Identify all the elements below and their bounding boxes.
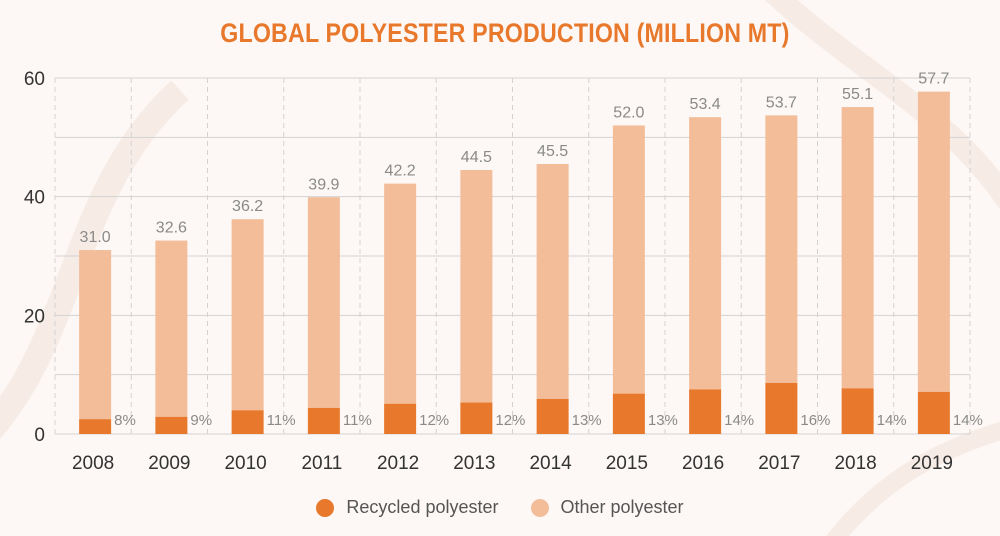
bar-other-polyester <box>460 169 493 403</box>
bar-recycled-polyester <box>841 388 874 434</box>
bar-other-polyester <box>612 125 645 394</box>
chart-title: GLOBAL POLYESTER PRODUCTION (MILLION MT) <box>220 18 790 48</box>
total-value-label: 36.2 <box>232 198 263 215</box>
grid-layer <box>54 77 971 435</box>
bar-recycled-polyester <box>79 419 112 434</box>
swirl-stroke-3 <box>826 421 1000 536</box>
bar-other-polyester <box>689 117 722 390</box>
total-value-label: 52.0 <box>613 104 644 121</box>
recycled-share-label: 12% <box>495 412 525 429</box>
total-value-label: 55.1 <box>842 86 873 103</box>
recycled-share-label: 14% <box>953 412 983 429</box>
total-value-label: 53.4 <box>690 96 721 113</box>
y-tick-label: 60 <box>24 69 45 90</box>
recycled-share-label: 11% <box>267 412 296 429</box>
total-value-label: 42.2 <box>385 163 416 180</box>
bar-recycled-polyester <box>460 402 493 434</box>
x-tick-label: 2011 <box>301 453 342 474</box>
total-value-label: 39.9 <box>308 176 339 193</box>
legend-label-other: Other polyester <box>560 497 684 517</box>
x-tick-label: 2009 <box>148 453 190 474</box>
recycled-share-label: 11% <box>343 412 372 429</box>
y-tick-label: 20 <box>24 306 45 327</box>
x-tick-label: 2014 <box>529 453 572 474</box>
total-value-label: 57.7 <box>918 71 949 88</box>
bar-recycled-polyester <box>155 416 188 434</box>
legend-item-other: Other polyester <box>530 497 684 518</box>
x-tick-label: 2008 <box>72 453 114 474</box>
bar-other-polyester <box>765 115 798 383</box>
bar-other-polyester <box>155 240 188 417</box>
recycled-share-label: 13% <box>648 412 678 429</box>
bar-other-polyester <box>231 219 264 411</box>
y-tick-label: 0 <box>34 425 45 446</box>
total-value-label: 31.0 <box>80 229 111 246</box>
bar-recycled-polyester <box>765 382 798 434</box>
total-value-label: 45.5 <box>537 143 568 160</box>
bar-recycled-polyester <box>231 410 264 434</box>
bar-recycled-polyester <box>612 393 645 434</box>
bar-layer <box>79 91 950 434</box>
bar-recycled-polyester <box>536 398 569 434</box>
legend-swatch-recycled <box>316 498 335 517</box>
legend-item-recycled: Recycled polyester <box>316 497 499 518</box>
x-tick-label: 2013 <box>453 453 495 474</box>
bar-other-polyester <box>917 91 950 392</box>
recycled-share-label: 16% <box>800 412 830 429</box>
x-tick-label: 2017 <box>758 453 800 474</box>
bar-other-polyester <box>536 164 569 399</box>
bar-other-polyester <box>841 107 874 389</box>
bar-recycled-polyester <box>384 403 417 434</box>
recycled-share-label: 9% <box>190 412 212 429</box>
x-tick-label: 2010 <box>224 453 266 474</box>
x-tick-label: 2015 <box>606 453 648 474</box>
legend-swatch-other <box>530 498 549 517</box>
bar-recycled-polyester <box>917 391 950 434</box>
x-tick-label: 2018 <box>834 453 876 474</box>
recycled-share-label: 12% <box>419 412 449 429</box>
x-tick-label: 2012 <box>377 453 419 474</box>
bar-other-polyester <box>384 183 417 404</box>
bar-other-polyester <box>307 197 340 408</box>
bar-recycled-polyester <box>689 389 722 434</box>
y-tick-label: 40 <box>24 188 45 209</box>
x-tick-label: 2019 <box>911 453 953 474</box>
total-value-label: 53.7 <box>766 94 797 111</box>
recycled-share-label: 14% <box>877 412 907 429</box>
total-value-label: 44.5 <box>461 149 492 166</box>
total-value-label: 32.6 <box>156 220 187 237</box>
x-tick-label: 2016 <box>682 453 724 474</box>
bar-other-polyester <box>79 250 112 420</box>
label-layer: 0 20 40 60 31.0 8% 2008 32.6 9% 2009 36.2 11% 2010 39… <box>24 69 983 474</box>
legend: Recycled polyester Other polyester <box>0 497 1000 518</box>
recycled-share-label: 13% <box>572 412 602 429</box>
recycled-share-label: 8% <box>114 412 136 429</box>
recycled-share-label: 14% <box>724 412 754 429</box>
legend-label-recycled: Recycled polyester <box>346 497 499 517</box>
swirl-stroke-2 <box>764 0 1000 210</box>
bar-recycled-polyester <box>307 407 340 434</box>
